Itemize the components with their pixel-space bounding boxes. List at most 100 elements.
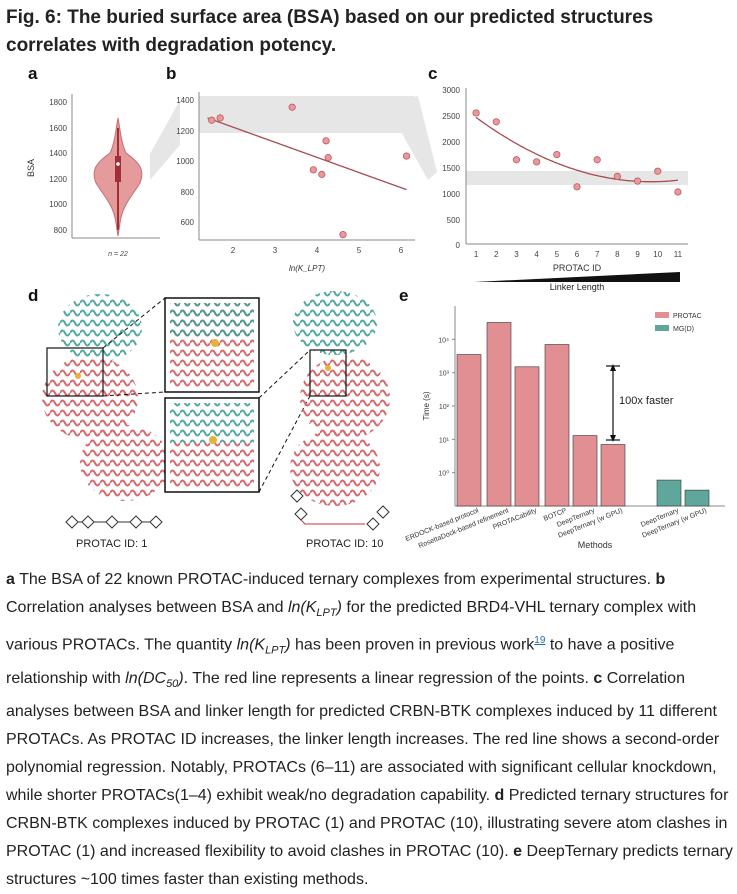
panel-c-point	[492, 118, 500, 126]
panel-c-xtick: 9	[635, 250, 640, 259]
panel-b-point	[402, 152, 411, 160]
zoom-inset-left	[102, 297, 260, 397]
panel-e-bar	[600, 444, 626, 507]
molecule-protac-1	[65, 515, 163, 529]
panel-b-scatter: 1400 1200 1000 800 600 2 3 4 5 6 ln(K_LP…	[176, 92, 415, 273]
panel-a-ytick: 800	[54, 226, 68, 235]
panel-e-bar	[486, 322, 512, 507]
panel-e-bar	[514, 366, 540, 507]
panel-a-violin: 1800 1600 1400 1200 1000 800 BSA n = 22	[26, 94, 160, 258]
panel-c-scatter: 3000 2500 2000 1500 1000 500 0 1 2 3 4 5 6 7 8 9…	[442, 86, 688, 292]
panel-e-bar	[572, 435, 598, 507]
panel-e-ytick: 10²	[439, 404, 450, 411]
panel-c-point	[573, 183, 581, 191]
panel-c-point	[472, 109, 480, 117]
speedup-label: 100x faster	[619, 395, 674, 407]
panel-c-xtick: 1	[474, 250, 479, 259]
panel-b-ytick: 1400	[176, 96, 194, 105]
panel-c-xtick: 8	[615, 250, 620, 259]
panel-e-xlabel: Methods	[578, 540, 613, 550]
panel-c-point	[674, 188, 682, 196]
panel-c-xtick: 2	[494, 250, 499, 259]
panel-letter-e: e	[399, 286, 409, 305]
panel-a-ytick: 1200	[49, 175, 67, 184]
panel-a-n-label: n = 22	[108, 251, 128, 258]
panel-b-xlabel: ln(K_LPT)	[289, 264, 325, 273]
panel-c-ytick: 500	[447, 216, 461, 225]
panel-e-bar	[456, 354, 482, 507]
panel-b-xtick: 3	[273, 246, 278, 255]
panel-c-xtick: 5	[555, 250, 560, 259]
legend-label-protac: PROTAC	[673, 313, 702, 320]
panel-c-ytick: 1500	[442, 164, 460, 173]
panel-d-structures	[42, 291, 390, 506]
panel-b-ytick: 800	[181, 188, 195, 197]
panel-letter-b: b	[166, 64, 177, 83]
panel-c-ytick: 2500	[442, 112, 460, 121]
panel-b-xtick: 4	[315, 246, 320, 255]
panel-c-xtick: 7	[595, 250, 600, 259]
molecule-protac-10	[290, 489, 390, 531]
panel-c-ytick: 0	[456, 241, 461, 250]
legend-swatch-protac	[655, 312, 669, 318]
panel-letter-c: c	[428, 64, 438, 83]
panel-c-point	[633, 177, 642, 185]
panel-b-point	[309, 166, 317, 174]
panel-b-xtick: 2	[231, 246, 236, 255]
panel-c-regression-curve	[475, 116, 678, 183]
panel-b-ytick: 600	[181, 218, 195, 227]
panel-e-bar	[544, 344, 570, 507]
figure-title: Fig. 6: The buried surface area (BSA) ba…	[6, 7, 654, 56]
panel-e-ytick: 10⁴	[438, 337, 449, 344]
panel-c-xtick: 10	[653, 250, 662, 259]
panel-c-ytick: 2000	[442, 138, 460, 147]
zoom-box-right	[309, 349, 347, 397]
linker-length-wedge	[474, 272, 680, 282]
panel-b-point	[318, 170, 326, 178]
structure-protac-10	[290, 291, 390, 506]
panel-e-ylabel: Time (s)	[422, 391, 431, 420]
panel-b-regression-line	[207, 117, 407, 191]
panel-e-bar	[656, 479, 682, 507]
panel-e-ytick: 10⁰	[438, 470, 449, 478]
panel-a-ytick: 1800	[49, 98, 67, 107]
panel-e-bar	[684, 489, 710, 507]
panel-a-ytick: 1000	[49, 200, 67, 209]
panel-b-xtick: 5	[357, 246, 362, 255]
panel-c-ytick: 3000	[442, 86, 460, 95]
structure-protac-1	[42, 294, 170, 501]
panel-letter-a: a	[28, 64, 38, 83]
panel-c-xtick: 4	[534, 250, 539, 259]
legend-label-mgd: MG(D)	[673, 326, 694, 333]
panel-c-point	[553, 150, 561, 159]
panel-e-ytick: 10³	[439, 371, 450, 378]
figure-caption: a The BSA of 22 known PROTAC-induced ter…	[6, 571, 733, 888]
violin-median	[116, 162, 120, 166]
violin-box	[115, 156, 121, 182]
panel-a-ytick: 1400	[49, 149, 67, 158]
panel-c-ytick: 1000	[442, 190, 460, 199]
panel-c-xtick: 6	[575, 250, 580, 259]
panel-b-point	[208, 116, 216, 124]
zoom-box-left	[46, 347, 104, 397]
panel-b-ytick: 1000	[176, 157, 194, 166]
panel-c-point	[593, 156, 601, 164]
panel-c-xtick: 3	[514, 250, 519, 259]
panel-c-xlabel: PROTAC ID	[553, 263, 602, 273]
panel-e-ytick: 10¹	[439, 437, 450, 444]
panel-a-ylabel: BSA	[26, 159, 36, 177]
zoom-inset-right	[164, 349, 311, 493]
panel-b-point	[339, 231, 347, 239]
panel-b-point	[288, 103, 296, 111]
label-protac-10: PROTAC ID: 10	[306, 538, 384, 550]
panel-c-point	[613, 172, 621, 181]
panel-b-xtick: 6	[399, 246, 404, 255]
panel-letter-d: d	[28, 286, 39, 305]
panel-c-xtick: 11	[674, 250, 683, 259]
panel-c-point	[654, 167, 662, 175]
panel-c-point	[533, 158, 541, 166]
panel-b-point	[216, 114, 224, 122]
panel-c-point	[512, 156, 521, 164]
label-protac-1: PROTAC ID: 1	[76, 538, 148, 550]
